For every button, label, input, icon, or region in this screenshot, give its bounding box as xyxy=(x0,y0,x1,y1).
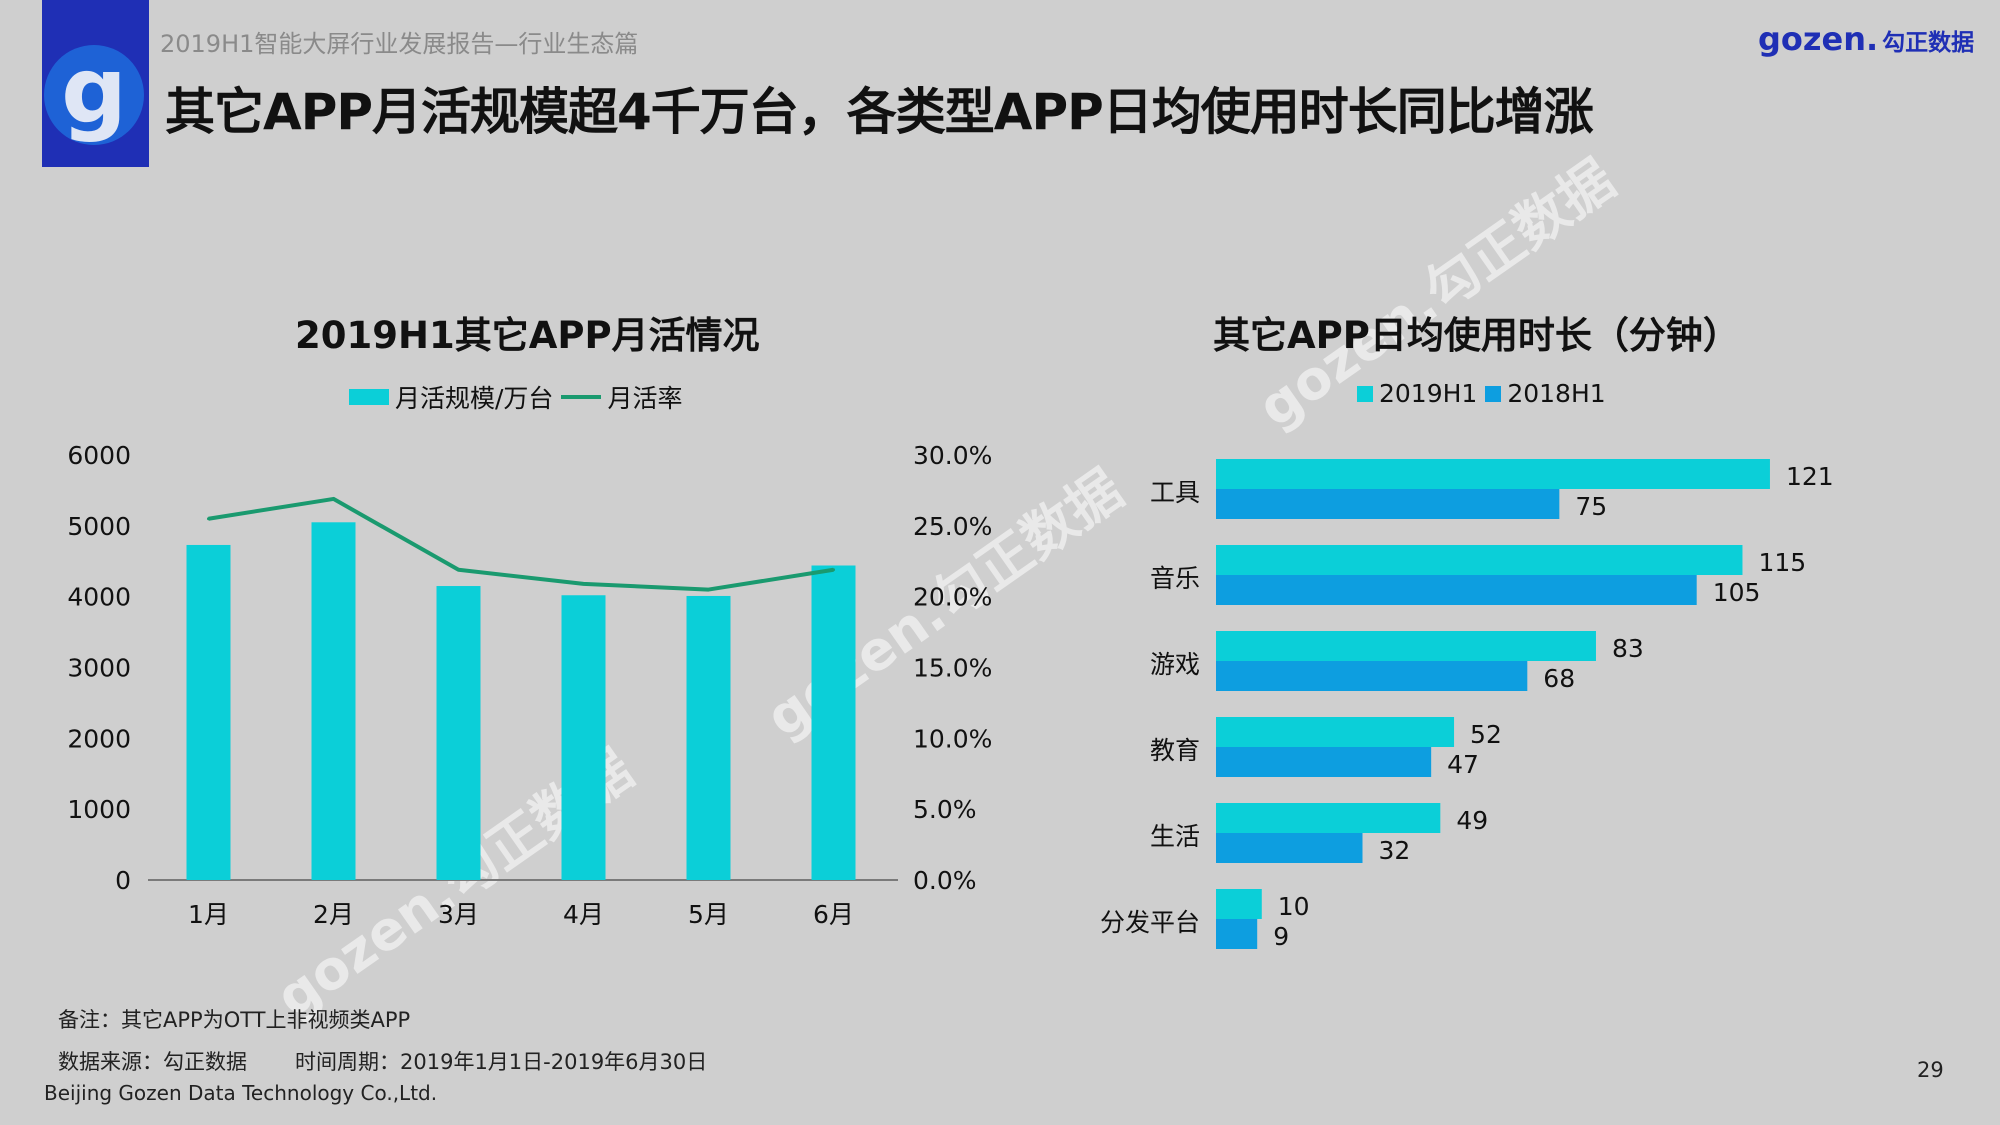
x-tick-label: 6月 xyxy=(813,900,854,929)
legend-swatch-2018 xyxy=(1485,385,1502,402)
bar-2018h1 xyxy=(1216,747,1432,777)
category-label: 音乐 xyxy=(1150,564,1200,593)
legend-label-mau: 月活规模/万台 xyxy=(395,384,554,413)
legend-item-line: 月活率 xyxy=(561,379,682,415)
category-label: 分发平台 xyxy=(1100,908,1200,937)
x-tick-label: 2月 xyxy=(313,900,354,929)
bar-mau xyxy=(811,565,856,880)
legend-item-2018: 2018H1 xyxy=(1485,379,1606,408)
x-tick-label: 3月 xyxy=(438,900,479,929)
svg-text:g: g xyxy=(61,37,127,144)
bar-mau xyxy=(561,595,606,880)
category-label: 教育 xyxy=(1150,736,1200,765)
line-rate-point xyxy=(582,582,585,586)
footer-company: Beijing Gozen Data Technology Co.,Ltd. xyxy=(44,1081,438,1105)
y-right-tick-label: 20.0% xyxy=(913,583,992,612)
y-right-tick-label: 25.0% xyxy=(913,512,992,541)
data-label-2019h1: 83 xyxy=(1612,634,1644,663)
line-rate-point xyxy=(207,517,210,521)
x-tick-label: 5月 xyxy=(688,900,729,929)
g-letter-logo-icon: g xyxy=(44,37,144,145)
bar-2019h1 xyxy=(1216,889,1262,919)
data-label-2019h1: 10 xyxy=(1278,892,1310,921)
bar-2018h1 xyxy=(1216,919,1258,949)
data-label-2018h1: 105 xyxy=(1713,578,1761,607)
footer-note: 备注：其它APP为OTT上非视频类APP xyxy=(58,1008,411,1032)
bar-2019h1 xyxy=(1216,717,1455,747)
page-title: 其它APP月活规模超4千万台，各类型APP日均使用时长同比增涨 xyxy=(165,83,1594,141)
legend-swatch-line xyxy=(561,395,602,399)
category-label: 游戏 xyxy=(1150,650,1200,679)
line-rate-point xyxy=(457,568,460,572)
y-right-tick-label: 15.0% xyxy=(913,654,992,683)
brand-cn: 勾正数据 xyxy=(1882,30,1975,56)
data-label-2018h1: 68 xyxy=(1543,664,1575,693)
data-label-2019h1: 52 xyxy=(1470,720,1502,749)
bar-2019h1 xyxy=(1216,545,1743,575)
data-label-2018h1: 9 xyxy=(1273,922,1289,951)
bar-2018h1 xyxy=(1216,575,1697,605)
y-left-tick-label: 2000 xyxy=(67,724,131,753)
legend-item-2019: 2019H1 xyxy=(1357,379,1477,408)
line-rate-point xyxy=(332,497,335,501)
y-right-tick-label: 30.0% xyxy=(913,441,992,470)
data-label-2019h1: 49 xyxy=(1456,806,1488,835)
legend-swatch-2019 xyxy=(1357,385,1373,402)
category-label: 生活 xyxy=(1150,822,1200,851)
report-label: 2019H1智能大屏行业发展报告—行业生态篇 xyxy=(160,30,639,58)
legend-item-bar: 月活规模/万台 xyxy=(349,379,553,415)
bar-2019h1 xyxy=(1216,459,1770,489)
y-left-tick-label: 1000 xyxy=(67,795,131,824)
y-right-tick-label: 10.0% xyxy=(913,724,992,753)
y-left-tick-label: 5000 xyxy=(67,512,131,541)
data-label-2018h1: 32 xyxy=(1378,836,1410,865)
y-left-tick-label: 4000 xyxy=(67,583,131,612)
x-tick-label: 4月 xyxy=(563,900,604,929)
bar-mau xyxy=(436,586,481,880)
legend-swatch-bar xyxy=(349,389,389,405)
data-label-2019h1: 121 xyxy=(1786,462,1834,491)
bar-2019h1 xyxy=(1216,803,1441,833)
right-chart-title: 其它APP日均使用时长（分钟） xyxy=(1213,314,1740,357)
bar-2018h1 xyxy=(1216,833,1363,863)
bar-2019h1 xyxy=(1216,631,1596,661)
line-rate-point xyxy=(832,568,835,572)
footer-period: 时间周期：2019年1月1日-2019年6月30日 xyxy=(295,1050,708,1074)
x-tick-label: 1月 xyxy=(188,900,229,929)
line-rate-point xyxy=(707,588,710,592)
data-label-2018h1: 47 xyxy=(1447,750,1479,779)
legend-label-2018: 2018H1 xyxy=(1507,379,1606,408)
y-right-tick-label: 0.0% xyxy=(913,866,977,895)
data-label-2018h1: 75 xyxy=(1575,492,1607,521)
page-number: 29 xyxy=(1917,1058,1944,1082)
data-label-2019h1: 115 xyxy=(1758,548,1806,577)
y-left-tick-label: 6000 xyxy=(67,441,131,470)
legend-label-2019: 2019H1 xyxy=(1379,379,1478,408)
y-left-tick-label: 3000 xyxy=(67,654,131,683)
footer-source: 数据来源：勾正数据 xyxy=(58,1050,247,1074)
legend-label-rate: 月活率 xyxy=(607,384,683,413)
logo-block: g xyxy=(42,0,149,167)
right-chart-legend: 2019H1 2018H1 xyxy=(1357,379,1614,408)
line-rate xyxy=(208,496,834,592)
bar-mau xyxy=(686,595,731,880)
category-label: 工具 xyxy=(1150,478,1200,507)
bar-2018h1 xyxy=(1216,489,1560,519)
left-chart-title: 2019H1其它APP月活情况 xyxy=(295,314,760,357)
brand-logo: gozen. 勾正数据 xyxy=(1758,20,1974,58)
bar-mau xyxy=(311,522,356,880)
y-right-tick-label: 5.0% xyxy=(913,795,977,824)
left-chart-legend: 月活规模/万台 月活率 xyxy=(349,379,690,415)
bar-mau xyxy=(186,544,231,880)
left-chart: 0 1000 2000 3000 4000 5000 6000 0.0% 5.0% 10.0% 15… xyxy=(67,441,992,929)
brand-name: gozen. xyxy=(1758,20,1879,58)
bar-2018h1 xyxy=(1216,661,1528,691)
y-left-tick-label: 0 xyxy=(115,866,131,895)
